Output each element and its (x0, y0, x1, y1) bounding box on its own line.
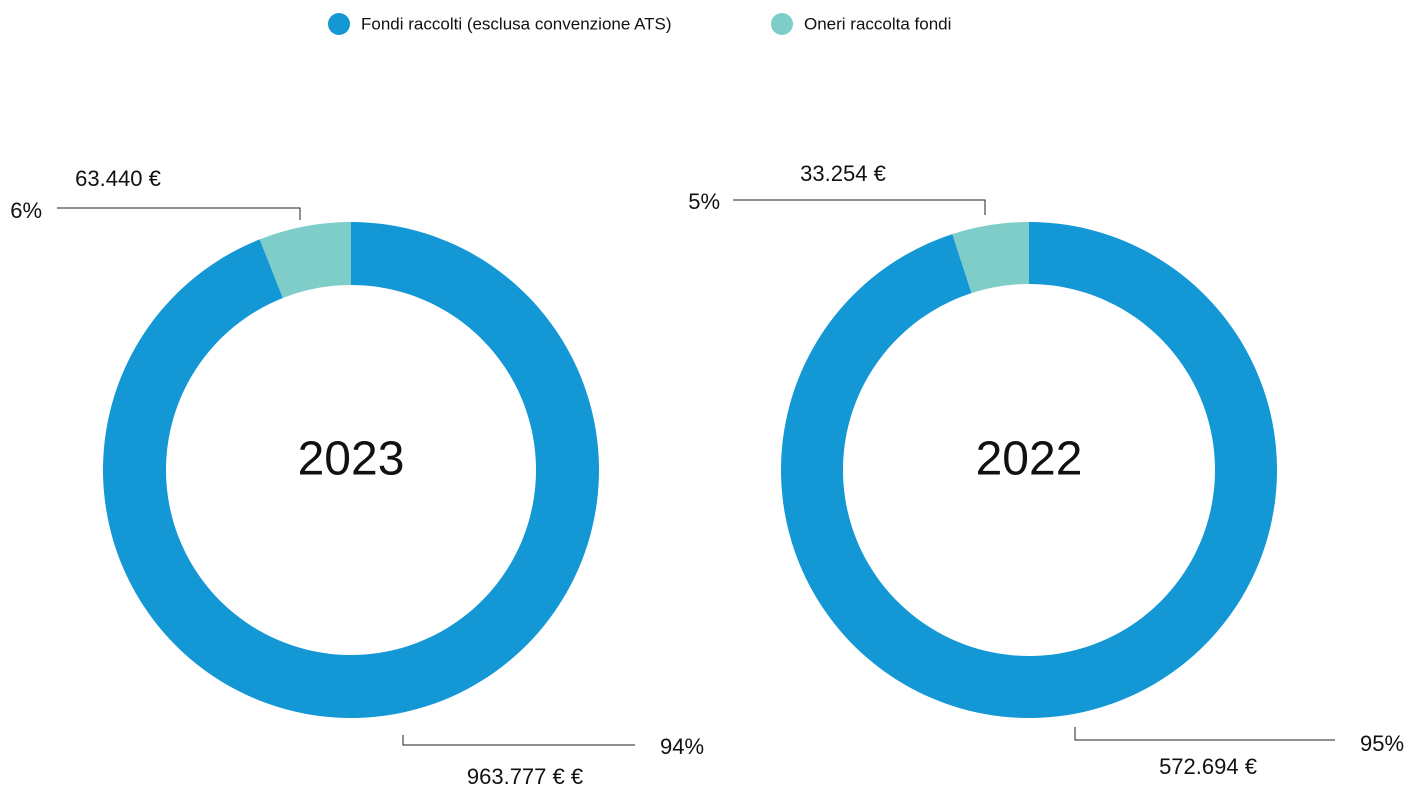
amount-label: 63.440 € (75, 166, 161, 191)
percent-label: 94% (660, 734, 704, 759)
legend-label: Fondi raccolti (esclusa convenzione ATS) (361, 14, 672, 33)
percent-label: 5% (688, 189, 720, 214)
legend-label: Oneri raccolta fondi (804, 14, 951, 33)
center-label: 2023 (298, 433, 405, 486)
legend-swatch (771, 13, 793, 35)
leader-line (1074, 727, 1335, 741)
amount-label: 572.694 € (1159, 754, 1257, 779)
center-label: 2022 (976, 433, 1083, 486)
percent-label: 6% (10, 198, 42, 223)
amount-label: 33.254 € (800, 161, 886, 186)
leader-line (733, 199, 986, 215)
donut-slice (259, 222, 351, 298)
amount-label: 963.777 € € (467, 764, 583, 789)
leader-line (402, 735, 635, 746)
legend-swatch (328, 13, 350, 35)
leader-line (57, 207, 301, 220)
percent-label: 95% (1360, 731, 1404, 756)
donut-slice (952, 222, 1029, 294)
